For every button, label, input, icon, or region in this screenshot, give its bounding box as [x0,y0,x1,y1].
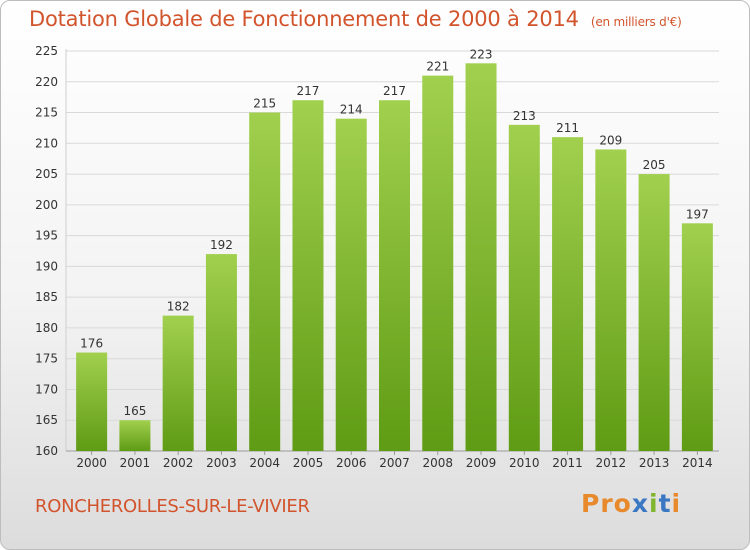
bar-2012 [595,149,627,451]
y-tick-label: 170 [35,382,58,396]
y-tick-label: 185 [35,290,58,304]
x-tick-label: 2011 [552,456,583,470]
x-tick-label: 2001 [120,456,151,470]
commune-name: RONCHEROLLES-SUR-LE-VIVIER [35,496,310,517]
x-tick-label: 2007 [379,456,410,470]
bar-value-label: 205 [643,158,666,172]
bar-2000 [76,352,108,451]
chart-unit: (en milliers d'€) [590,15,682,29]
bar-layer: 176 165 182 192 215 217 214 217 221 223 213 211 209 2… [76,47,713,452]
y-tick-label: 205 [35,167,58,181]
proxiti-logo: Proxiti [581,489,681,518]
x-tick-label: 2006 [336,456,367,470]
bar-2004 [249,112,281,452]
bar-2014 [681,223,713,451]
y-tick-label: 190 [35,259,58,273]
chart-title: Dotation Globale de Fonctionnement de 20… [29,7,682,31]
bar-2008 [422,75,454,451]
bar-value-label: 214 [340,103,363,117]
y-tick-label: 200 [35,198,58,212]
axis-layer: 160 165 170 175 180 185 190 195 200 205 210 215 220 2… [35,44,719,470]
bar-2005 [292,100,324,451]
bar-value-label: 211 [556,121,579,135]
x-tick-label: 2005 [293,456,324,470]
bar-value-label: 217 [297,84,320,98]
bar-value-label: 215 [253,97,276,111]
bar-value-label: 192 [210,238,233,252]
x-tick-label: 2003 [206,456,237,470]
logo-letter: r [600,489,614,518]
bar-2003 [205,254,237,451]
chart-title-text: Dotation Globale de Fonctionnement de 20… [29,7,579,31]
bar-2011 [552,137,584,451]
x-tick-label: 2014 [682,456,713,470]
x-tick-label: 2002 [163,456,194,470]
bar-value-label: 209 [599,133,622,147]
bar-value-label: 223 [470,47,493,61]
y-tick-label: 215 [35,106,58,120]
bar-2010 [508,124,540,451]
bar-value-label: 182 [167,300,190,314]
y-tick-label: 160 [35,444,58,458]
x-tick-label: 2000 [76,456,107,470]
bar-2006 [335,118,367,451]
logo-letter: i [649,489,659,518]
x-tick-label: 2010 [509,456,540,470]
bar-2007 [379,100,410,451]
bar-value-label: 213 [513,109,536,123]
x-tick-label: 2004 [249,456,280,470]
bar-2001 [119,420,151,451]
y-tick-label: 225 [35,44,58,58]
y-tick-label: 180 [35,321,58,335]
bar-2002 [162,315,194,451]
x-tick-label: 2012 [596,456,627,470]
logo-letter: x [631,489,649,518]
logo-letter: t [658,489,672,518]
bar-value-label: 165 [123,404,146,418]
bar-value-label: 197 [686,207,709,221]
y-tick-label: 165 [35,413,58,427]
logo-letter: P [581,489,601,518]
bar-value-label: 221 [426,60,449,74]
bar-value-label: 217 [383,84,406,98]
bar-value-label: 176 [80,337,103,351]
y-tick-label: 175 [35,352,58,366]
y-tick-label: 195 [35,229,58,243]
x-tick-label: 2008 [422,456,453,470]
y-tick-label: 210 [35,136,58,150]
logo-letter: o [613,489,632,518]
x-tick-label: 2009 [466,456,497,470]
y-tick-label: 220 [35,75,58,89]
bar-2013 [638,174,670,452]
bar-2009 [465,63,497,452]
logo-letter: i [671,489,682,518]
x-tick-label: 2013 [639,456,670,470]
